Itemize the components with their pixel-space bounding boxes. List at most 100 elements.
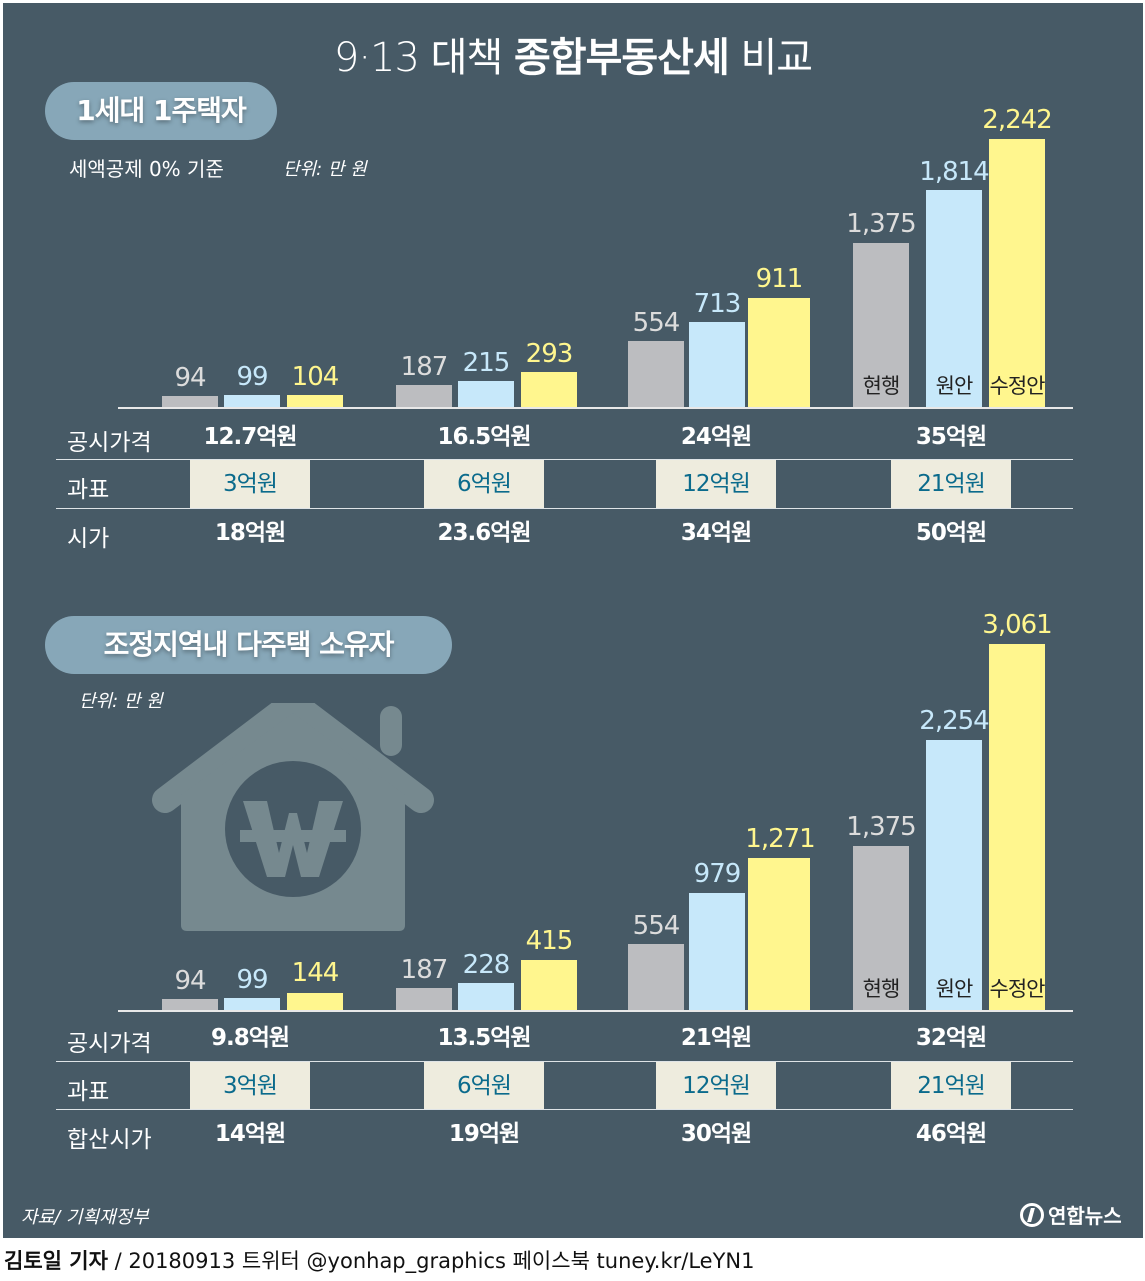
table-cell: 14억원 [214,1121,286,1147]
bar-revised [989,139,1045,407]
table-divider [56,459,1073,460]
value-label: 99 [236,362,268,392]
value-label: 187 [400,955,449,985]
table-divider [56,508,1073,509]
section2-unit: 단위: 만 원 [79,691,163,712]
bar-original [926,740,982,1010]
value-label: 215 [462,348,511,378]
bar-original [224,998,280,1010]
table-cell: 21억원 [891,1062,1011,1110]
row-label: 공시가격 [67,1031,152,1057]
bar-revised [748,858,810,1010]
row-label: 합산시가 [67,1127,152,1153]
table-row-combined-market-price: 합산시가 14억원 19억원 30억원 46억원 [53,1110,1073,1158]
table-cell: 19억원 [448,1121,520,1147]
credit-details: / 20180913 트위터 @yonhap_graphics 페이스북 tun… [107,1249,755,1273]
table-cell: 21억원 [680,1025,752,1051]
house-won-icon [152,703,434,931]
table-row-tax-base: 과표 3억원 6억원 12억원 21억원 [53,1062,1073,1110]
bar-current [628,944,684,1010]
legend-current: 현행 [862,977,901,1001]
legend-revised: 수정안 [989,374,1046,398]
table-divider [56,1109,1073,1110]
credit-line: 김토일 기자 / 20180913 트위터 @yonhap_graphics 페… [4,1245,754,1275]
table-cell: 32억원 [915,1025,987,1051]
table-cell: 13.5억원 [437,1025,531,1051]
value-label: 1,814 [919,157,989,187]
table-cell: 16.5억원 [437,424,531,450]
bar-original [689,893,745,1010]
infographic-panel: 9·13 대책 종합부동산세 비교 1세대 1주택자 세액공제 0% 기준 단위… [3,3,1143,1238]
bar-revised [521,372,577,407]
table-cell: 23.6억원 [437,520,531,546]
source-note: 자료/ 기획재정부 [21,1207,149,1228]
bar-current [628,341,684,407]
title-suffix: 비교 [728,35,813,81]
table-cell: 30억원 [680,1121,752,1147]
table-cell: 18억원 [214,520,286,546]
chart-baseline [118,407,1073,409]
section1-unit: 단위: 만 원 [283,159,367,180]
bar-revised [989,644,1045,1010]
table-cell: 6억원 [424,460,544,508]
bar-revised [287,993,343,1010]
table-cell: 3억원 [190,460,310,508]
value-label: 979 [693,859,742,889]
value-label: 3,061 [982,610,1052,640]
yonhap-logo: 연합뉴스 [1020,1200,1122,1229]
legend-current: 현행 [862,374,901,398]
row-label: 시가 [67,526,110,552]
value-label: 911 [755,264,804,294]
value-label: 228 [462,950,511,980]
legend-revised: 수정안 [989,977,1046,1001]
bar-original [458,983,514,1010]
table-cell: 34억원 [680,520,752,546]
bar-current [162,396,218,407]
table-row-official-price: 공시가격 9.8억원 13.5억원 21억원 32억원 [53,1014,1073,1062]
table-cell: 12억원 [656,1062,776,1110]
value-label: 415 [525,926,574,956]
value-label: 1,271 [745,824,815,854]
row-label: 과표 [67,477,110,503]
value-label: 1,375 [846,812,916,842]
bar-revised [748,298,810,407]
value-label: 2,242 [982,105,1052,135]
section2-heading: 조정지역내 다주택 소유자 [45,616,452,674]
chart-baseline [118,1010,1073,1012]
table-cell: 6억원 [424,1062,544,1110]
table-row-tax-base: 과표 3억원 6억원 12억원 21억원 [53,460,1073,508]
table-row-market-price: 시가 18억원 23.6억원 34억원 50억원 [53,509,1073,557]
author-name: 김토일 기자 [4,1249,108,1273]
value-label: 94 [174,363,206,393]
value-label: 1,375 [846,209,916,239]
title-prefix: 9·13 대책 [333,35,514,81]
title-bold: 종합부동산세 [513,35,730,81]
value-label: 144 [291,958,340,988]
table-cell: 35억원 [915,424,987,450]
value-label: 99 [236,965,268,995]
value-label: 187 [400,352,449,382]
bar-original [689,322,745,407]
table-cell: 50억원 [915,520,987,546]
legend-original: 원안 [935,374,974,398]
table-row-official-price: 공시가격 12.7억원 16.5억원 24억원 35억원 [53,413,1073,461]
logo-text: 연합뉴스 [1048,1204,1122,1228]
table-cell: 21억원 [891,460,1011,508]
value-label: 104 [291,362,340,392]
bar-current [396,385,452,407]
bar-current [396,988,452,1010]
bar-current [853,846,909,1010]
table-cell: 24억원 [680,424,752,450]
bar-current [162,999,218,1010]
value-label: 2,254 [919,706,989,736]
section1-heading: 1세대 1주택자 [45,82,277,140]
bar-original [458,381,514,407]
section1-subtitle: 세액공제 0% 기준 [69,157,224,181]
page-title: 9·13 대책 종합부동산세 비교 [3,25,1143,83]
value-label: 293 [525,339,574,369]
bar-original [224,395,280,407]
bar-original [926,190,982,407]
value-label: 554 [632,911,681,941]
table-cell: 46억원 [915,1121,987,1147]
row-label: 과표 [67,1079,110,1105]
